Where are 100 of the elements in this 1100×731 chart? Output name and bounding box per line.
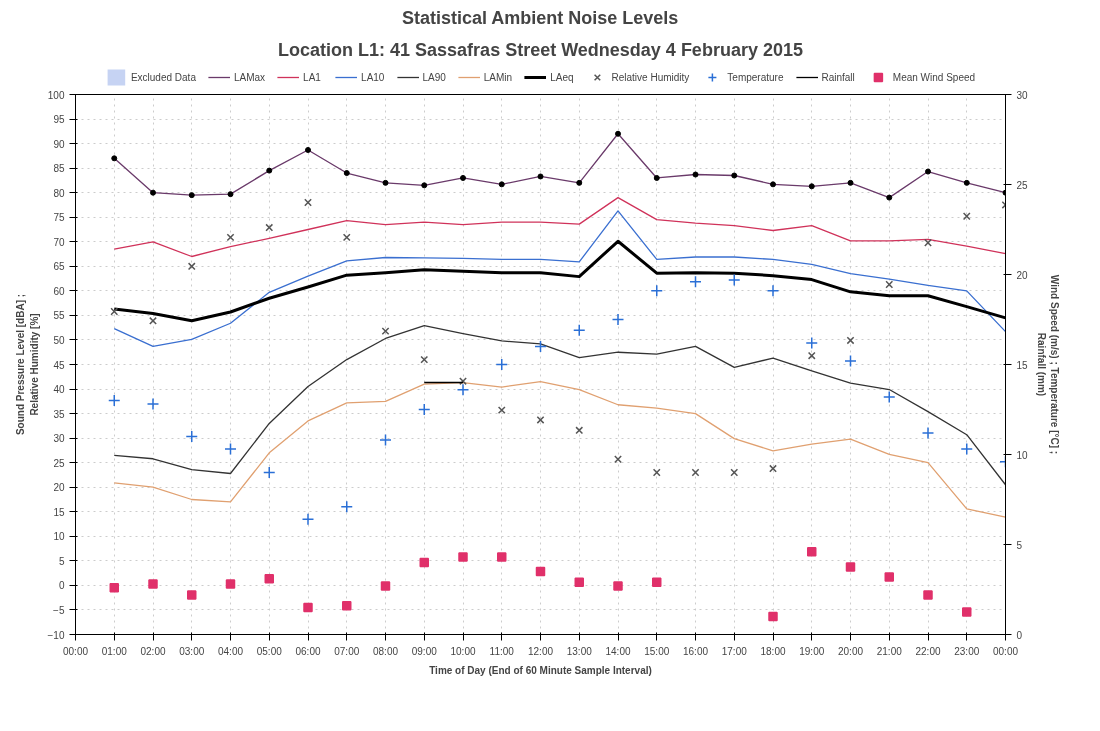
x-tick-label: 21:00 <box>876 645 903 657</box>
y-tick-label: 10 <box>53 531 65 543</box>
x-tick-label: 15:00 <box>644 645 670 657</box>
x-tick-label: 14:00 <box>605 645 631 657</box>
point <box>960 442 973 456</box>
point <box>146 397 160 411</box>
x-tick-label: 18:00 <box>760 645 786 657</box>
x-tick-label: 09:00 <box>411 645 438 657</box>
legend-label: Relative Humidity <box>611 71 690 83</box>
point <box>846 336 855 345</box>
x-tick-label: 02:00 <box>140 645 166 657</box>
point <box>263 466 276 479</box>
legend-label: LAMin <box>483 71 513 83</box>
point <box>108 394 121 407</box>
y-tick-label: 50 <box>53 334 65 346</box>
line-series <box>113 325 1006 486</box>
y-tick-label: 45 <box>53 359 65 371</box>
y-tick-label: 0 <box>58 580 65 592</box>
point <box>459 377 467 386</box>
x-tick-label: 03:00 <box>179 645 205 657</box>
point <box>497 406 506 415</box>
y-tick-label: 5 <box>58 555 65 567</box>
y-tick-label: −10 <box>47 629 65 641</box>
legend-label: Mean Wind Speed <box>892 71 976 83</box>
point <box>573 324 586 337</box>
point <box>766 284 780 297</box>
y-tick-label: 25 <box>53 457 65 469</box>
point <box>574 577 584 588</box>
point <box>845 562 856 572</box>
x-tick-label: 23:00 <box>954 645 980 657</box>
point <box>109 582 119 593</box>
line-series <box>113 210 1006 347</box>
point <box>419 557 429 568</box>
y-tick-label: 35 <box>53 408 65 420</box>
x-tick-label: 04:00 <box>217 645 244 657</box>
point <box>807 546 817 557</box>
x-tick-label: 00:00 <box>992 645 1019 657</box>
y2-tick-label: 20 <box>1016 269 1029 281</box>
x-tick-label: 12:00 <box>527 645 554 657</box>
point <box>458 552 468 562</box>
point <box>883 390 896 404</box>
x-tick-label: 06:00 <box>295 645 321 657</box>
x-tick-label: 08:00 <box>372 645 399 657</box>
legend-label: Rainfall <box>821 71 855 83</box>
legend-label: LA10 <box>361 71 385 83</box>
x-tick-label: 19:00 <box>799 645 825 657</box>
legend-label: LA1 <box>303 71 322 83</box>
chart-title: Statistical Ambient Noise Levels <box>401 7 679 28</box>
legend-label: LA90 <box>422 71 446 83</box>
point <box>497 552 507 562</box>
point <box>304 198 312 207</box>
x-tick-label: 11:00 <box>489 645 515 657</box>
point <box>264 573 274 584</box>
x-tick-label: 00:00 <box>62 645 89 657</box>
x-tick-label: 13:00 <box>566 645 593 657</box>
line-series <box>113 381 1006 518</box>
point <box>650 284 663 297</box>
y2-tick-label: 10 <box>1016 449 1029 461</box>
point <box>691 468 700 477</box>
y-tick-label: 90 <box>53 138 65 150</box>
x-tick-label: 16:00 <box>682 645 709 657</box>
y-tick-label: 30 <box>53 433 65 445</box>
y2-axis-title: Wind Speed (m/s) ; Temperature [°C] ; Rainfall (mm) <box>1035 274 1060 455</box>
point <box>379 433 392 447</box>
point <box>534 340 547 353</box>
y-axis-title: Sound Pressure Level [dBA] ; Relative Humidity [%] <box>15 293 40 436</box>
y2-tick-label: 25 <box>1016 179 1029 191</box>
point <box>380 581 391 591</box>
point <box>301 513 315 526</box>
point <box>575 426 584 435</box>
point <box>265 223 274 232</box>
x-tick-label: 20:00 <box>837 645 864 657</box>
x-tick-label: 01:00 <box>101 645 128 657</box>
point <box>224 442 237 456</box>
x-tick-label: 10:00 <box>450 645 476 657</box>
point <box>225 579 236 589</box>
point <box>728 273 741 287</box>
legend-label: Temperature <box>727 71 784 83</box>
point <box>844 354 857 368</box>
legend-label: LAeq <box>550 71 574 83</box>
point <box>418 403 431 416</box>
y-tick-label: 95 <box>53 114 65 126</box>
point <box>962 212 971 221</box>
point <box>768 611 778 622</box>
point <box>148 579 158 589</box>
point <box>340 500 353 513</box>
y-tick-label: 40 <box>53 384 65 396</box>
y-tick-label: −5 <box>53 604 65 616</box>
y-tick-label: 15 <box>53 506 65 518</box>
x-tick-label: 22:00 <box>915 645 941 657</box>
legend-label: LAMax <box>233 71 266 83</box>
y-tick-label: 75 <box>53 212 65 224</box>
point <box>923 590 933 600</box>
point <box>187 590 197 600</box>
point <box>187 262 196 271</box>
point <box>689 275 702 288</box>
point <box>962 607 972 617</box>
point <box>495 358 508 371</box>
point <box>921 426 935 440</box>
legend-label: Excluded Data <box>130 71 196 83</box>
